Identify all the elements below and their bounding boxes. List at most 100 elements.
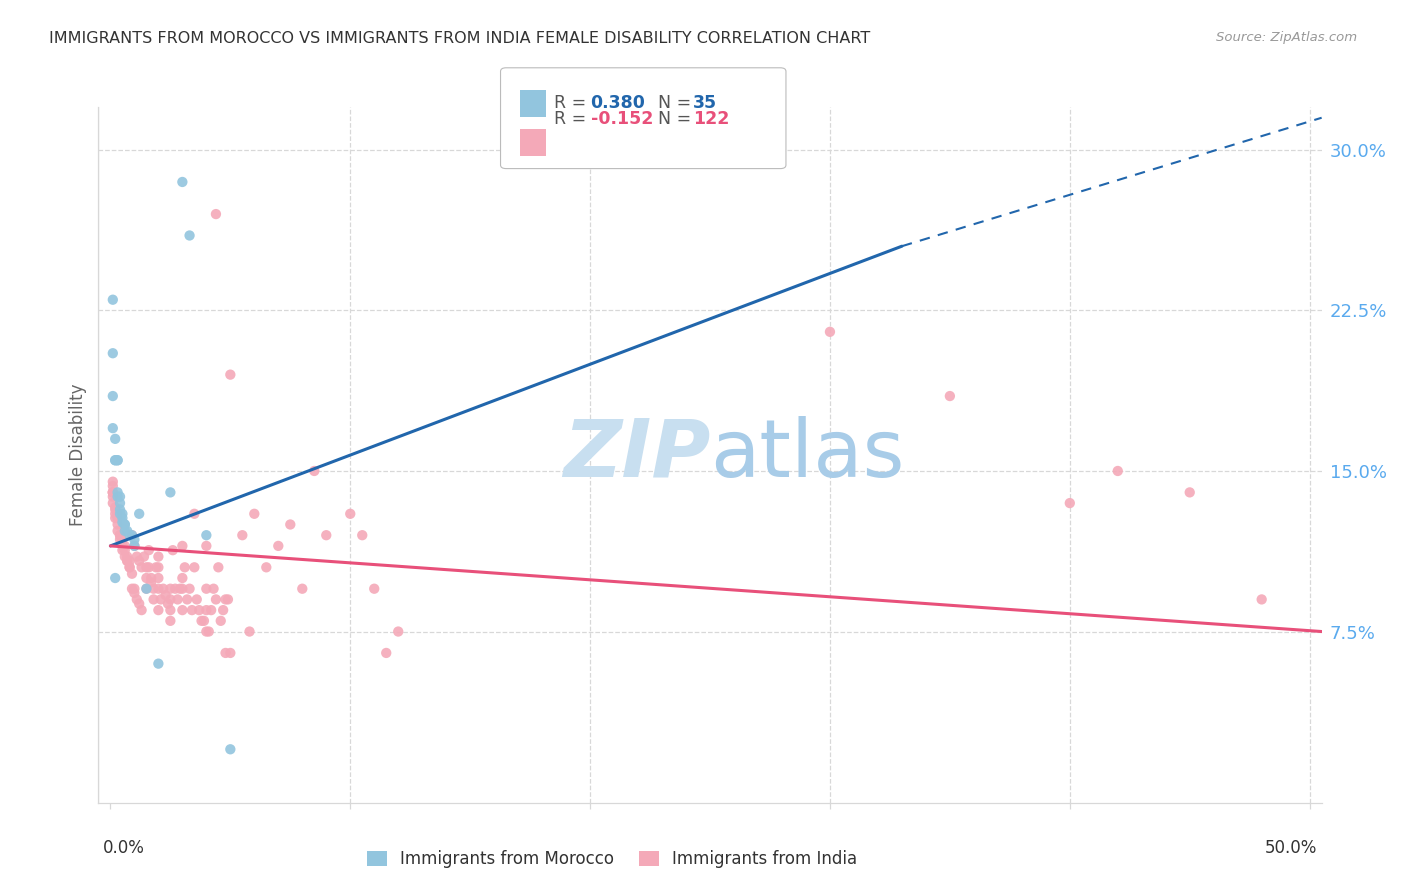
Point bbox=[107, 517, 129, 532]
Point bbox=[101, 475, 124, 489]
Point bbox=[179, 228, 201, 243]
Point bbox=[205, 592, 228, 607]
Point bbox=[195, 539, 218, 553]
Point bbox=[375, 646, 398, 660]
Point bbox=[131, 560, 153, 574]
Point bbox=[152, 582, 174, 596]
Point bbox=[212, 603, 235, 617]
Point bbox=[107, 511, 129, 525]
Text: R =: R = bbox=[554, 110, 592, 128]
Point bbox=[121, 566, 143, 581]
Point bbox=[200, 603, 222, 617]
Point bbox=[195, 528, 218, 542]
Point bbox=[107, 453, 129, 467]
Point bbox=[148, 582, 170, 596]
Point bbox=[138, 543, 160, 558]
Point bbox=[352, 528, 374, 542]
Point bbox=[101, 293, 124, 307]
Point bbox=[111, 543, 134, 558]
Point bbox=[238, 624, 260, 639]
Point bbox=[101, 421, 124, 435]
Legend: Immigrants from Morocco, Immigrants from India: Immigrants from Morocco, Immigrants from… bbox=[360, 843, 865, 874]
Point bbox=[115, 524, 138, 538]
Point bbox=[114, 517, 136, 532]
Point bbox=[219, 742, 242, 756]
Point bbox=[111, 507, 134, 521]
Point bbox=[172, 603, 194, 617]
Text: IMMIGRANTS FROM MOROCCO VS IMMIGRANTS FROM INDIA FEMALE DISABILITY CORRELATION C: IMMIGRANTS FROM MOROCCO VS IMMIGRANTS FR… bbox=[49, 31, 870, 46]
Point bbox=[108, 528, 131, 542]
Point bbox=[101, 479, 124, 493]
Point bbox=[101, 389, 124, 403]
Point bbox=[114, 517, 136, 532]
Point bbox=[159, 485, 181, 500]
Point bbox=[107, 507, 129, 521]
Point bbox=[108, 502, 131, 516]
Point bbox=[291, 582, 314, 596]
Point bbox=[183, 507, 205, 521]
Point bbox=[217, 592, 239, 607]
Text: 50.0%: 50.0% bbox=[1264, 839, 1317, 857]
Point bbox=[142, 592, 165, 607]
Text: -0.152: -0.152 bbox=[591, 110, 652, 128]
Point bbox=[135, 582, 157, 596]
Text: ZIP: ZIP bbox=[562, 416, 710, 494]
Point bbox=[124, 533, 146, 547]
Text: 0.380: 0.380 bbox=[591, 94, 645, 112]
Point bbox=[267, 539, 290, 553]
Point bbox=[219, 368, 242, 382]
Point bbox=[107, 485, 129, 500]
Point bbox=[104, 453, 127, 467]
Point bbox=[214, 592, 236, 607]
Point bbox=[179, 582, 201, 596]
Text: 0.0%: 0.0% bbox=[103, 839, 145, 857]
Point bbox=[148, 603, 170, 617]
Point bbox=[114, 524, 136, 538]
Point bbox=[128, 507, 150, 521]
Point bbox=[165, 582, 187, 596]
Point bbox=[135, 560, 157, 574]
Point bbox=[101, 485, 124, 500]
Point bbox=[172, 582, 194, 596]
Point bbox=[166, 592, 188, 607]
Point bbox=[1059, 496, 1081, 510]
Point bbox=[128, 597, 150, 611]
Point bbox=[190, 614, 212, 628]
Point bbox=[169, 582, 191, 596]
Point bbox=[214, 646, 236, 660]
Point bbox=[132, 549, 155, 564]
Point bbox=[145, 560, 167, 574]
Text: 122: 122 bbox=[693, 110, 730, 128]
Point bbox=[159, 592, 181, 607]
Point bbox=[186, 592, 208, 607]
Point bbox=[173, 560, 195, 574]
Point bbox=[115, 554, 138, 568]
Point bbox=[104, 507, 127, 521]
Text: N =: N = bbox=[658, 110, 697, 128]
Point bbox=[172, 571, 194, 585]
Point bbox=[104, 432, 127, 446]
Point bbox=[176, 592, 198, 607]
Point bbox=[149, 592, 172, 607]
Point bbox=[125, 592, 148, 607]
Point bbox=[108, 528, 131, 542]
Point bbox=[315, 528, 337, 542]
Point bbox=[104, 453, 127, 467]
Point bbox=[254, 560, 277, 574]
Point bbox=[124, 539, 146, 553]
Point bbox=[278, 517, 301, 532]
Point bbox=[124, 586, 146, 600]
Point bbox=[141, 575, 163, 590]
Text: R =: R = bbox=[554, 94, 592, 112]
Point bbox=[107, 524, 129, 538]
Point bbox=[104, 511, 127, 525]
Point bbox=[243, 507, 266, 521]
Point bbox=[195, 582, 218, 596]
Point bbox=[195, 624, 218, 639]
Point bbox=[111, 539, 134, 553]
Point bbox=[101, 485, 124, 500]
Text: Source: ZipAtlas.com: Source: ZipAtlas.com bbox=[1216, 31, 1357, 45]
Point bbox=[124, 582, 146, 596]
Point bbox=[128, 554, 150, 568]
Point bbox=[118, 560, 141, 574]
